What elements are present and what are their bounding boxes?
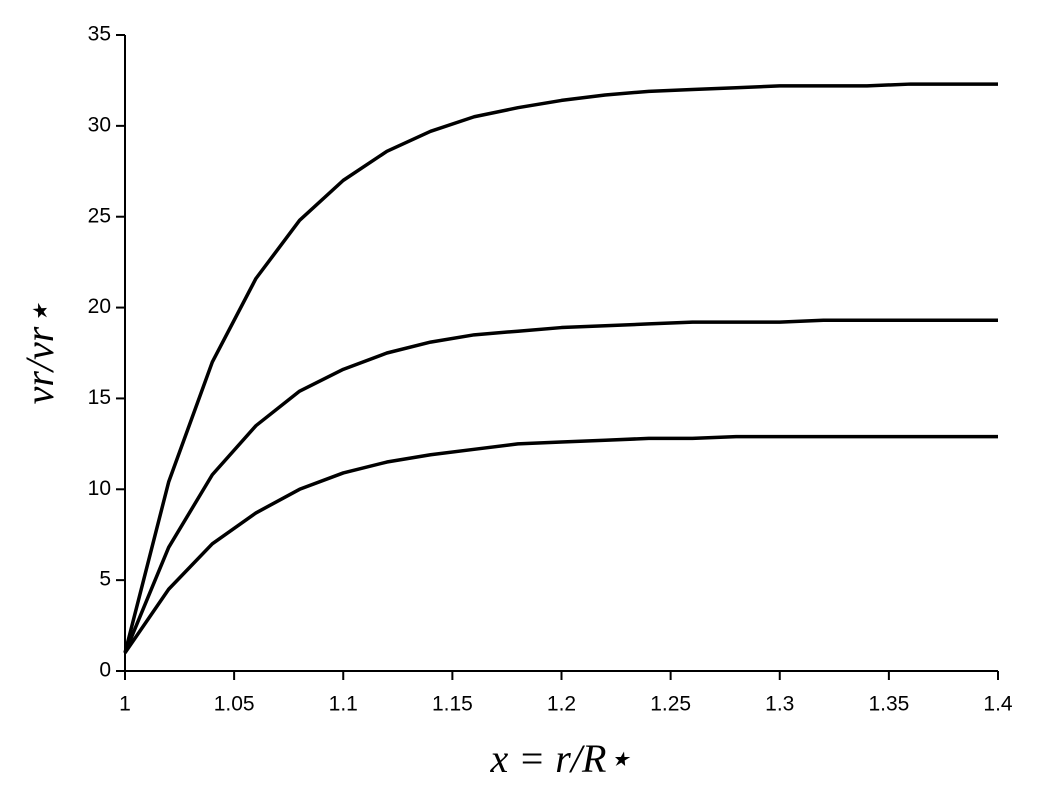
y-tick-label: 15 [88,386,111,409]
x-axis-title: x = r/R⋆ [490,736,632,781]
x-tick-label: 1 [119,693,131,716]
x-tick-label: 1.05 [214,693,255,716]
y-tick-label: 10 [88,477,111,500]
x-tick-label: 1.15 [432,693,473,716]
y-axis-title: vr/vr⋆ [17,302,62,405]
x-tick-label: 1.3 [765,693,794,716]
series-line [123,318,998,654]
x-tick-label: 1.35 [868,693,909,716]
series-line [123,434,998,654]
x-tick-label: 1.4 [983,693,1013,716]
y-tick-label: 20 [88,295,111,318]
x-tick-label: 1.25 [650,693,691,716]
series-line [123,82,998,654]
x-tick-label: 1.2 [547,693,576,716]
y-tick-label: 5 [99,568,111,591]
y-tick-label: 30 [88,113,111,136]
y-tick-label: 35 [88,23,111,46]
y-tick-label: 25 [88,204,111,227]
x-tick-label: 1.1 [329,693,358,716]
y-tick-label: 0 [99,659,111,682]
